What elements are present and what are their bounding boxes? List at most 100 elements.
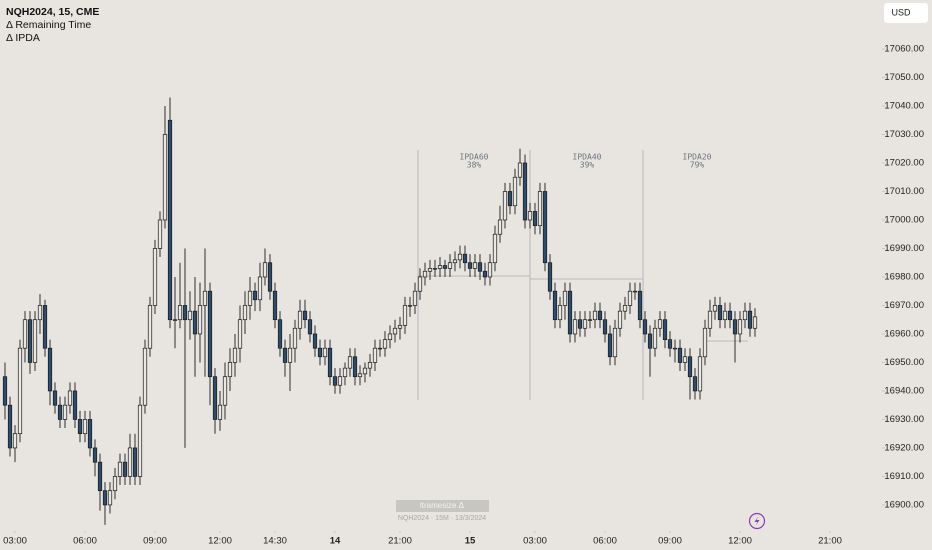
currency-button[interactable] — [884, 3, 928, 23]
candle-body — [327, 347, 333, 378]
x-tick-label: 09:00 — [658, 536, 682, 547]
candle-body — [462, 253, 468, 264]
icon-bolt[interactable] — [754, 516, 760, 526]
candle-body — [542, 191, 548, 264]
ipda-lines — [417, 150, 748, 400]
y-tick-label: 17060.00 — [884, 44, 924, 55]
candle-body — [367, 362, 373, 369]
candle-body — [682, 356, 688, 363]
candle-body — [442, 265, 448, 269]
candle-body — [277, 319, 283, 349]
ipda-pct: 79% — [690, 161, 705, 170]
candle-body — [317, 347, 323, 358]
candle-body — [47, 347, 53, 392]
candle-body — [142, 347, 148, 406]
candle-body — [582, 319, 588, 329]
candle-body — [382, 339, 388, 349]
candle-body — [7, 404, 13, 449]
candle-body — [437, 265, 443, 269]
candle-body — [512, 176, 518, 207]
candle-body — [147, 305, 153, 349]
candle-body — [572, 319, 578, 335]
candle-body — [157, 219, 163, 249]
watermark-box — [396, 500, 489, 512]
candle-body — [387, 333, 393, 341]
currency[interactable]: USD — [891, 7, 911, 17]
y-tick-label: 16950.00 — [884, 357, 924, 368]
candle-body — [657, 319, 663, 329]
candle-body — [552, 290, 558, 321]
candle-body — [547, 262, 553, 292]
candle-body — [242, 305, 248, 321]
x-tick-label: 14 — [330, 536, 341, 547]
candle-body — [687, 356, 693, 378]
y-tick-label: 16940.00 — [884, 385, 924, 396]
candle-body — [672, 347, 678, 350]
candle-body — [482, 270, 488, 278]
candle-body — [77, 419, 83, 435]
candle-body — [297, 310, 303, 329]
candle-body — [537, 191, 543, 227]
candle-body — [117, 461, 123, 477]
candle-body — [262, 262, 268, 278]
candle-body — [137, 404, 143, 477]
icon-ring[interactable] — [748, 512, 766, 530]
y-tick-label: 16990.00 — [884, 243, 924, 254]
candle-body — [732, 319, 738, 335]
x-tick-label: 21:00 — [388, 536, 412, 547]
y-tick-label: 17050.00 — [884, 72, 924, 83]
candle-body — [237, 319, 243, 349]
candle-body — [307, 319, 313, 335]
lightning-icon[interactable] — [748, 512, 766, 530]
candle-body — [527, 211, 533, 221]
candle-body — [727, 310, 733, 321]
candle-body — [62, 404, 68, 420]
ipda-pct: 39% — [580, 161, 595, 170]
candle-body — [607, 333, 613, 358]
candle-body — [152, 248, 158, 306]
candle-body — [22, 319, 28, 349]
candle-body — [712, 305, 718, 312]
candle-body — [222, 376, 228, 406]
candle-body — [127, 447, 133, 477]
candle-body — [557, 305, 563, 321]
candle-body — [72, 390, 78, 420]
candle-body — [97, 461, 103, 492]
candle-body — [322, 347, 328, 358]
candle-body — [392, 327, 398, 335]
candle-body — [67, 390, 73, 406]
candle-body — [467, 262, 473, 269]
candle-body — [627, 290, 633, 306]
candle-body — [637, 290, 643, 321]
y-tick-label: 16910.00 — [884, 471, 924, 482]
candle-body — [332, 376, 338, 386]
candle-body — [37, 305, 43, 321]
candle-body — [432, 268, 438, 270]
candle-body — [597, 310, 603, 321]
y-tick-label: 17010.00 — [884, 186, 924, 197]
candle-body — [447, 262, 453, 269]
candle-body — [132, 447, 138, 477]
candle-body — [507, 191, 513, 207]
candle-body — [247, 290, 253, 306]
candle-body — [377, 347, 383, 350]
y-tick-label: 17000.00 — [884, 214, 924, 225]
candle-body — [82, 419, 88, 435]
candle-body — [652, 327, 658, 349]
candle-body — [32, 319, 38, 363]
candle-body — [107, 490, 113, 506]
candle-body — [347, 356, 353, 369]
candle-body — [477, 262, 483, 272]
candle-body — [292, 327, 298, 349]
candle-body — [562, 290, 568, 306]
candle-body — [457, 253, 463, 261]
candle-body — [707, 310, 713, 329]
candle-body — [517, 162, 523, 178]
candle-body — [42, 305, 48, 349]
candle-body — [402, 305, 408, 326]
candle-body — [92, 447, 98, 463]
candle-body — [287, 347, 293, 363]
candle-body — [212, 376, 218, 420]
x-tick-label: 12:00 — [728, 536, 752, 547]
candle-body — [57, 404, 63, 420]
